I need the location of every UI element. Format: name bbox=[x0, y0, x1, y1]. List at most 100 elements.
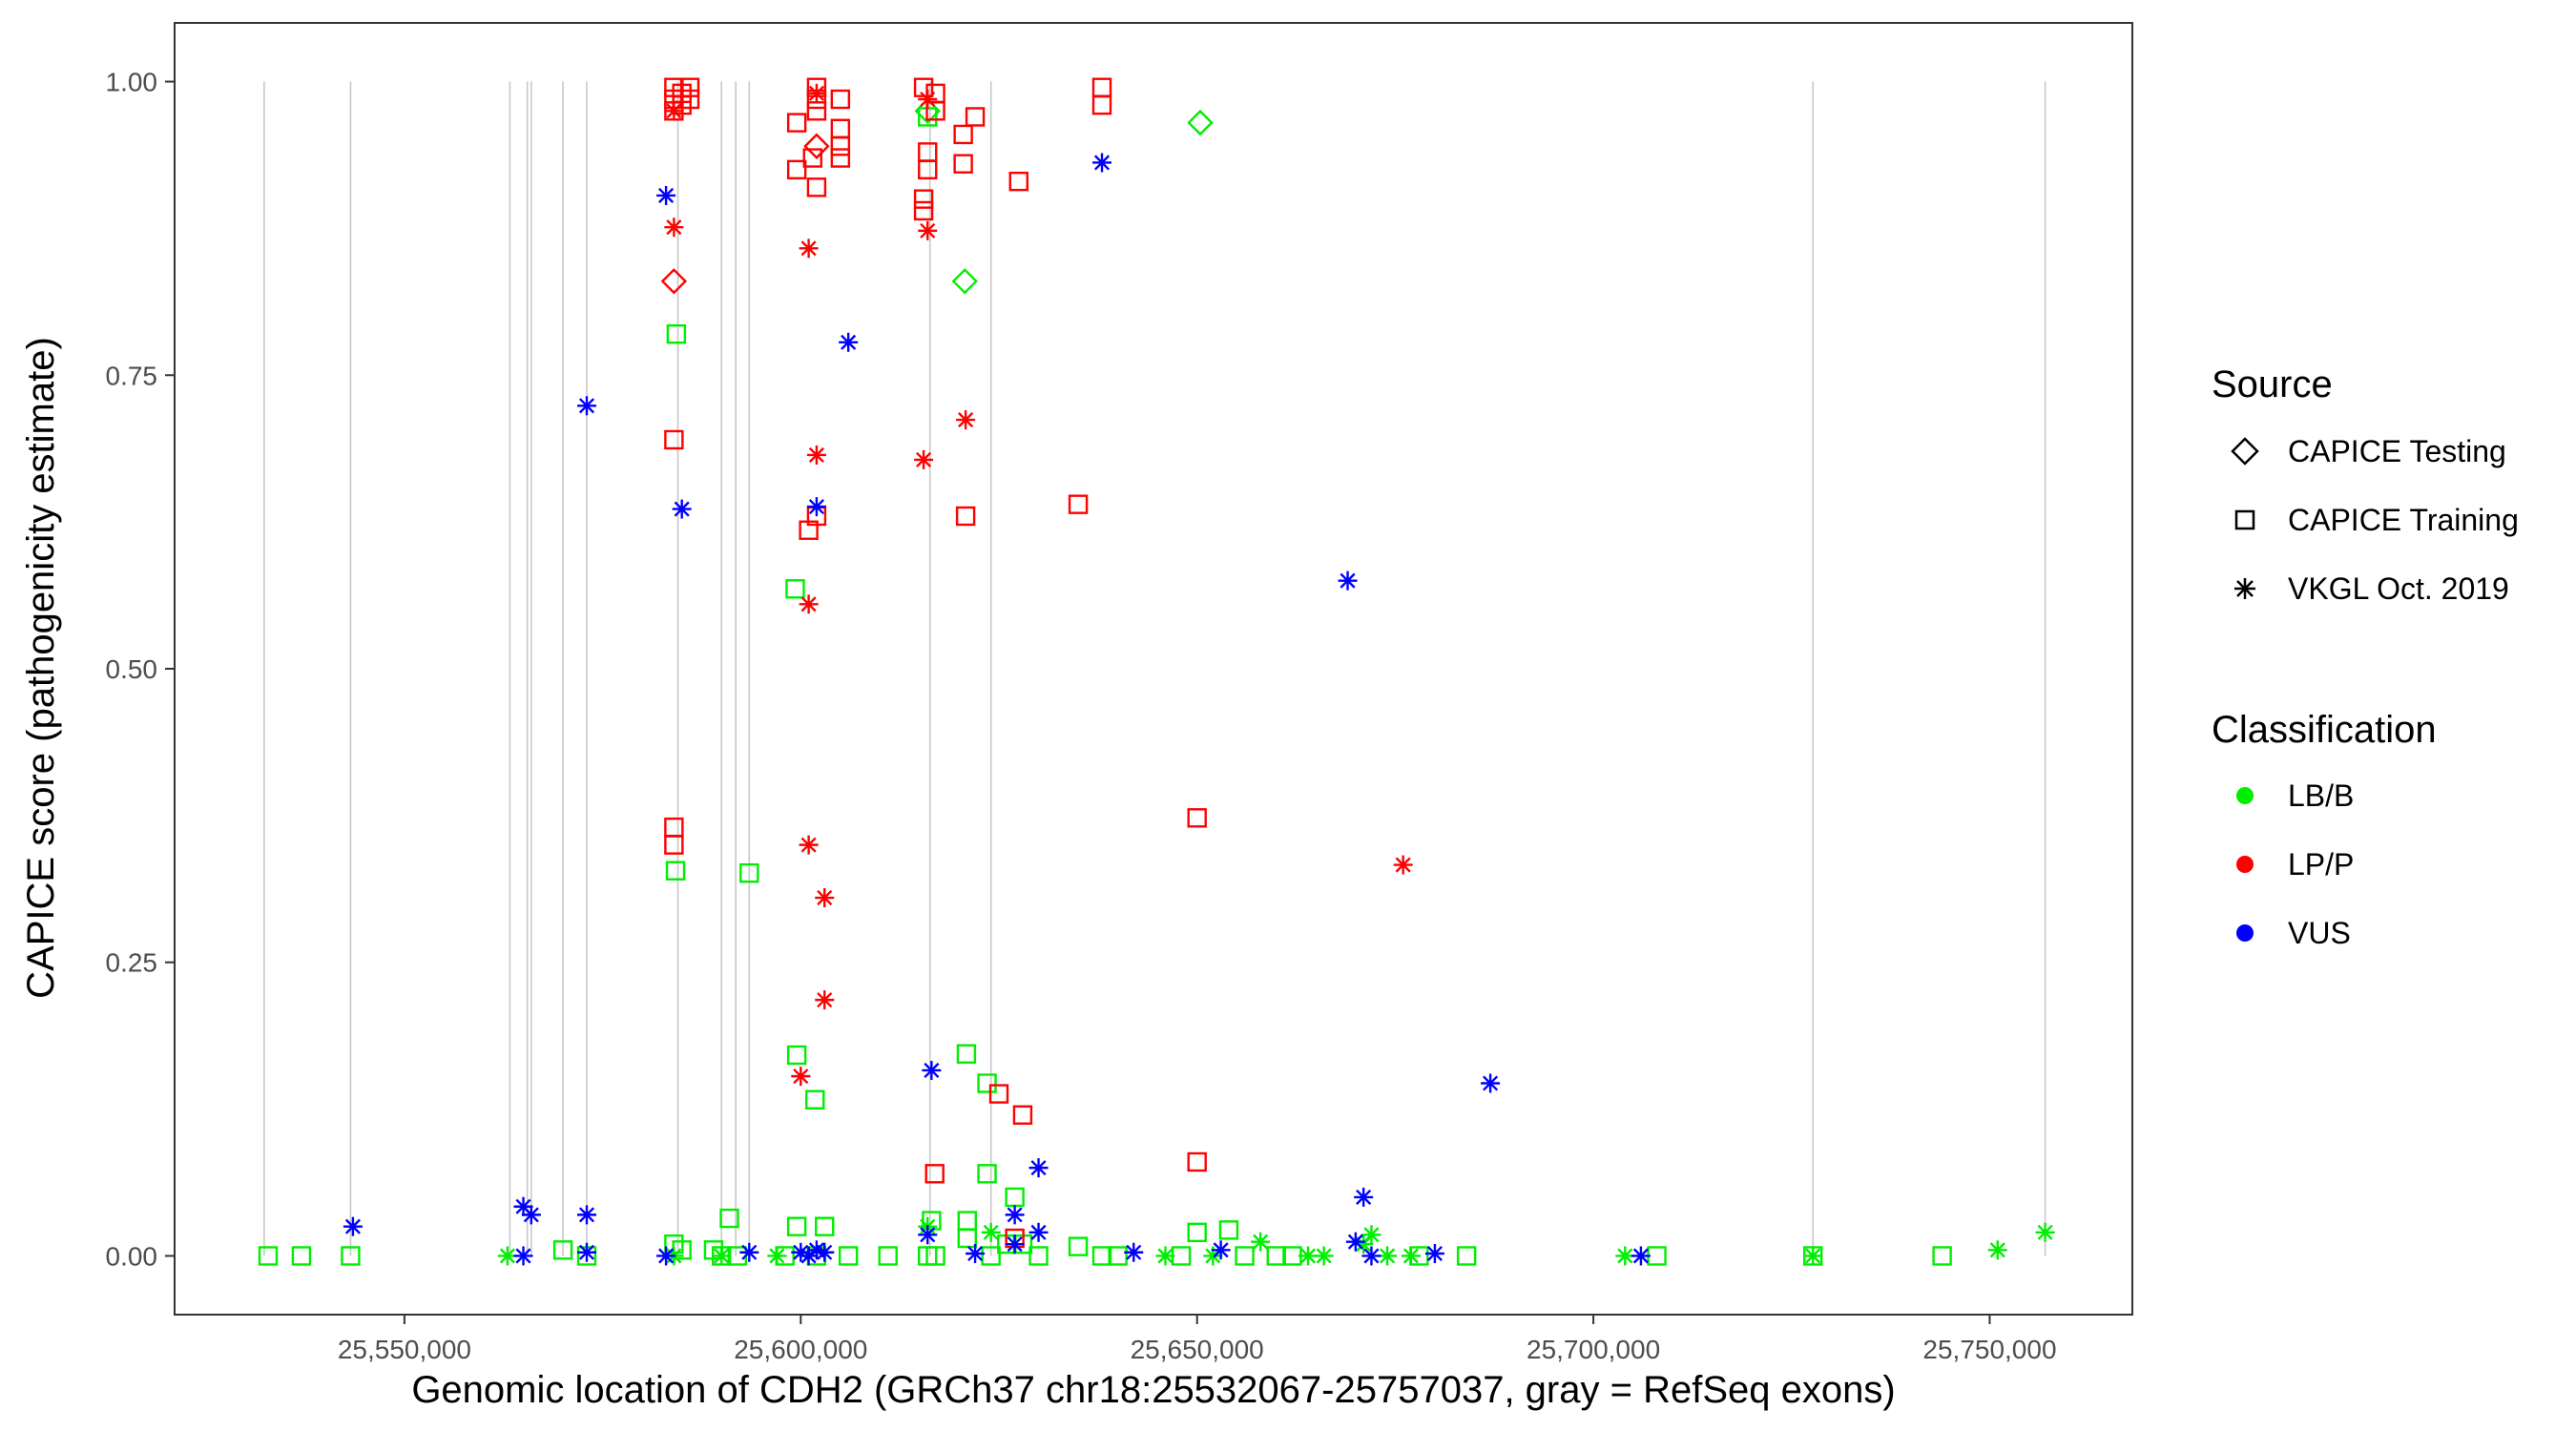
data-point-square bbox=[913, 189, 934, 209]
data-point-asterisk bbox=[1393, 855, 1413, 875]
y-tick-label: 1.00 bbox=[106, 68, 158, 97]
data-point-asterisk bbox=[791, 1067, 811, 1087]
data-point-asterisk bbox=[815, 888, 835, 908]
y-axis: 0.00 0.25 0.50 0.75 1.00 bbox=[106, 68, 175, 1271]
y-tick-label: 0.50 bbox=[106, 654, 158, 684]
data-point-asterisk bbox=[1314, 1246, 1334, 1266]
data-point-square bbox=[786, 1045, 807, 1066]
data-point-asterisk bbox=[1298, 1246, 1318, 1266]
data-point-asterisk bbox=[1155, 1246, 1175, 1266]
data-point-asterisk bbox=[1028, 1158, 1049, 1178]
data-point-square bbox=[977, 1073, 997, 1093]
data-point-asterisk bbox=[806, 445, 826, 465]
data-point-square bbox=[955, 506, 976, 527]
x-tick-label: 25,650,000 bbox=[1131, 1335, 1264, 1364]
y-axis-title: CAPICE score (pathogenicity estimate) bbox=[20, 337, 62, 999]
data-point-square bbox=[341, 1246, 361, 1266]
data-point-square bbox=[786, 113, 807, 133]
y-tick-label: 0.00 bbox=[106, 1241, 158, 1271]
data-point-square bbox=[1187, 808, 1207, 828]
data-point-square bbox=[953, 154, 973, 174]
data-point-square bbox=[957, 1228, 977, 1249]
data-point-asterisk bbox=[799, 238, 819, 259]
data-point-asterisk bbox=[918, 1225, 938, 1245]
data-point-square bbox=[1266, 1246, 1286, 1266]
data-point-asterisk bbox=[806, 83, 826, 103]
legend-source-item-training: CAPICE Training bbox=[2288, 503, 2519, 537]
data-point-square bbox=[1235, 1246, 1255, 1266]
data-point-asterisk bbox=[966, 1243, 986, 1263]
data-point-square bbox=[806, 177, 827, 197]
data-point-asterisk bbox=[1361, 1225, 1381, 1245]
data-point-asterisk bbox=[815, 990, 835, 1010]
lbb-legend-dot-icon bbox=[2236, 787, 2254, 804]
data-point-asterisk bbox=[1424, 1243, 1444, 1263]
data-point-diamond bbox=[914, 97, 941, 125]
data-point-asterisk bbox=[1005, 1234, 1025, 1255]
data-point-square bbox=[258, 1246, 279, 1266]
data-point-square bbox=[739, 862, 759, 883]
data-point-asterisk bbox=[806, 497, 826, 517]
data-point-diamond bbox=[1187, 109, 1214, 136]
data-point-asterisk bbox=[1211, 1240, 1231, 1260]
data-point-square bbox=[830, 148, 851, 168]
data-point-asterisk bbox=[664, 101, 684, 121]
data-point-square bbox=[1068, 1236, 1089, 1256]
data-point-asterisk bbox=[799, 835, 819, 855]
data-point-asterisk bbox=[799, 594, 819, 614]
legend-source-item-testing: CAPICE Testing bbox=[2288, 434, 2506, 468]
data-point-asterisk bbox=[1028, 1222, 1049, 1242]
data-point-asterisk bbox=[1631, 1246, 1651, 1266]
data-point-square bbox=[1028, 1246, 1049, 1266]
data-point-square bbox=[925, 101, 945, 121]
data-point-asterisk bbox=[577, 396, 596, 416]
data-point-asterisk bbox=[918, 90, 938, 110]
data-point-square bbox=[1068, 494, 1089, 514]
data-point-asterisk bbox=[1251, 1232, 1271, 1252]
x-tick-label: 25,750,000 bbox=[1922, 1335, 2056, 1364]
data-point-asterisk bbox=[839, 332, 859, 352]
data-point-square bbox=[925, 1246, 945, 1266]
data-point-square bbox=[664, 835, 684, 855]
data-point-asterisk bbox=[799, 1246, 819, 1266]
data-point-square bbox=[953, 124, 973, 145]
data-point-diamond bbox=[951, 268, 978, 295]
data-point-square bbox=[786, 1216, 807, 1236]
data-point-square bbox=[977, 1164, 997, 1184]
lpp-legend-dot-icon bbox=[2236, 856, 2254, 873]
data-point-square bbox=[802, 148, 822, 168]
legend-classification-item-vus: VUS bbox=[2288, 916, 2351, 950]
legend-source-title: Source bbox=[2212, 363, 2333, 405]
data-point-square bbox=[1218, 1220, 1239, 1240]
legend-classification-item-lpp: LP/P bbox=[2288, 847, 2354, 881]
data-point-asterisk bbox=[343, 1216, 363, 1236]
x-tick-label: 25,600,000 bbox=[734, 1335, 867, 1364]
data-point-square bbox=[1008, 171, 1028, 192]
data-point-asterisk bbox=[672, 499, 692, 519]
data-point-square bbox=[719, 1208, 739, 1229]
data-point-asterisk bbox=[1803, 1246, 1823, 1266]
legend-classification-title: Classification bbox=[2212, 709, 2437, 751]
data-point-asterisk bbox=[712, 1246, 732, 1266]
square-legend-icon bbox=[2234, 509, 2255, 530]
data-point-square bbox=[666, 323, 687, 344]
data-point-asterisk bbox=[791, 1242, 811, 1262]
data-point-square bbox=[1012, 1105, 1033, 1125]
data-point-asterisk bbox=[1092, 153, 1111, 173]
x-tick-label: 25,700,000 bbox=[1527, 1335, 1660, 1364]
y-tick-label: 0.25 bbox=[106, 948, 158, 978]
data-point-square bbox=[1932, 1246, 1952, 1266]
data-point-square bbox=[965, 107, 986, 127]
data-point-square bbox=[1108, 1246, 1128, 1266]
data-point-square bbox=[1091, 94, 1112, 115]
asterisk-legend-icon bbox=[2234, 578, 2255, 599]
data-point-square bbox=[1187, 1222, 1207, 1243]
data-point-asterisk bbox=[1481, 1073, 1501, 1093]
data-point-square bbox=[785, 579, 805, 599]
data-point-square bbox=[679, 77, 700, 97]
data-point-square bbox=[291, 1246, 312, 1266]
data-point-square bbox=[913, 200, 934, 221]
data-point-square bbox=[552, 1240, 573, 1260]
